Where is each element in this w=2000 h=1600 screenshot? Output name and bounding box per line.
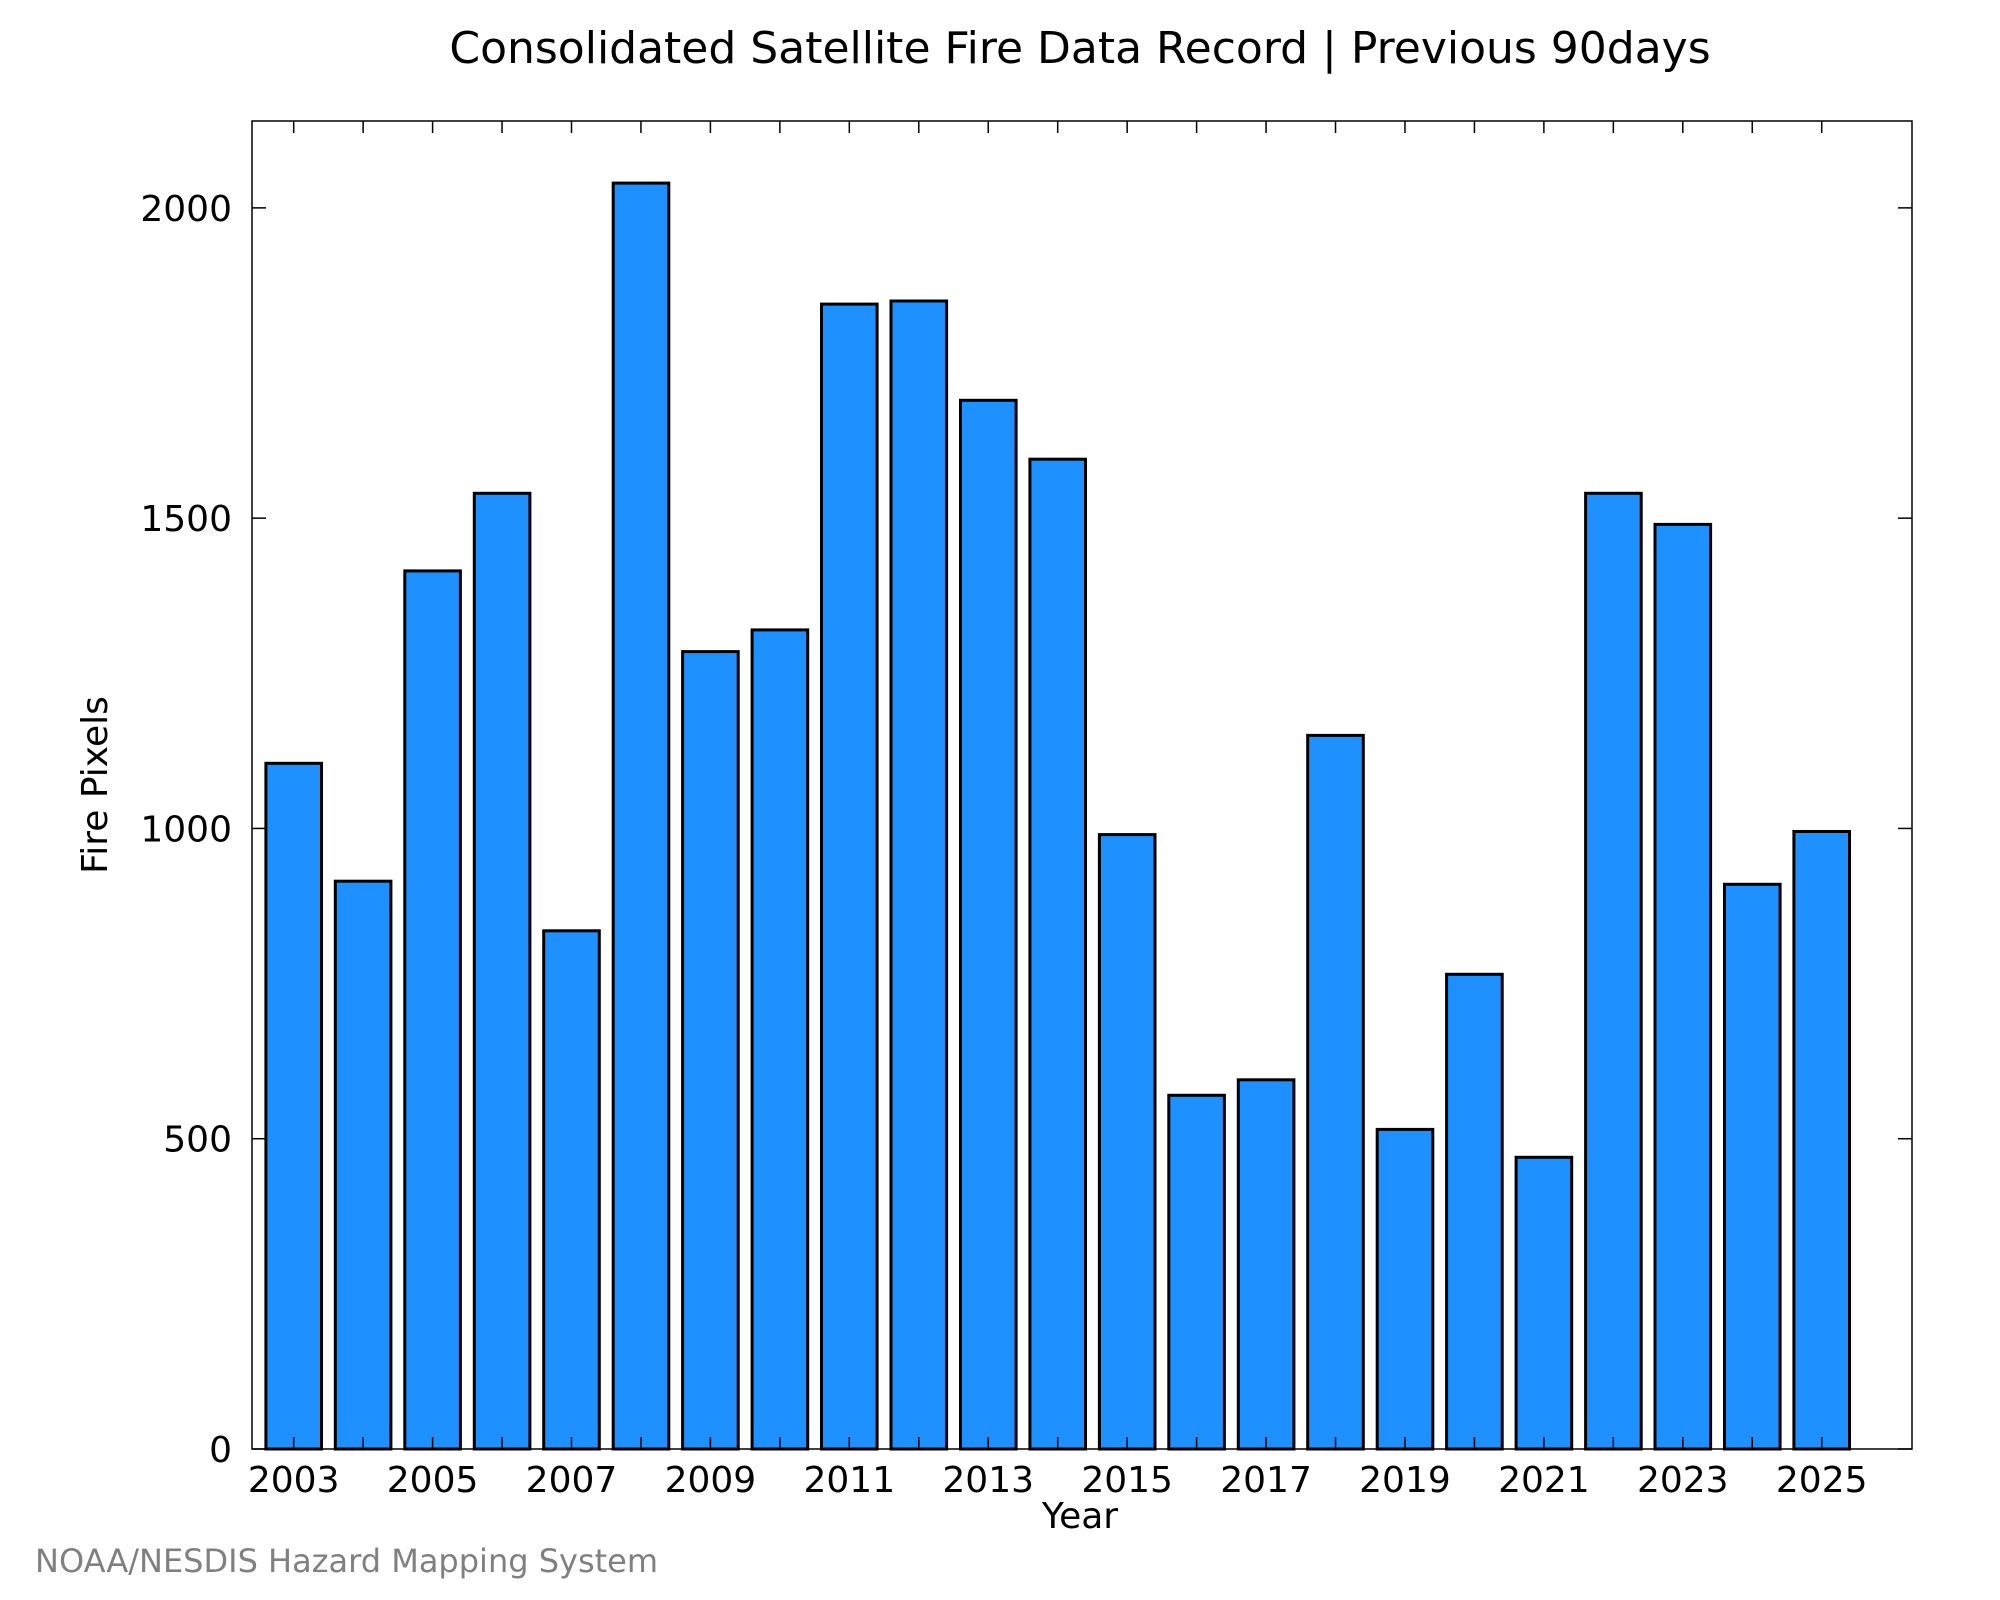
- bar-2011: [820, 302, 879, 1451]
- bar-2013: [959, 398, 1018, 1451]
- y-tick-label-2000: 2000: [140, 189, 232, 230]
- y-tick-label-1000: 1000: [140, 809, 232, 850]
- bar-2022: [1584, 491, 1643, 1451]
- bar-2025: [1792, 830, 1852, 1451]
- ticks-group: 2003 2005 2007 2009 2011 2013 2015 2017 2019 2021…: [140, 121, 1912, 1501]
- bar-2014: [1028, 457, 1088, 1451]
- x-tick-label-2025: 2025: [1776, 1460, 1868, 1501]
- x-tick-label-2015: 2015: [1081, 1460, 1173, 1501]
- bar-2016: [1167, 1093, 1226, 1451]
- bar-2021: [1514, 1155, 1574, 1451]
- bar-2006: [472, 491, 532, 1451]
- x-tick-label-2005: 2005: [387, 1460, 479, 1501]
- bar-2005: [403, 569, 462, 1451]
- x-tick-label-2019: 2019: [1359, 1460, 1451, 1501]
- chart-title: Consolidated Satellite Fire Data Record …: [449, 23, 1710, 74]
- y-axis-label: Fire Pixels: [75, 696, 116, 874]
- x-tick-label-2009: 2009: [665, 1460, 757, 1501]
- x-axis-label: Year: [1041, 1496, 1118, 1537]
- x-tick-label-2023: 2023: [1637, 1460, 1729, 1501]
- bar-2015: [1097, 833, 1157, 1451]
- bar-2012: [889, 299, 949, 1451]
- bars-group: [264, 181, 1852, 1451]
- bar-2004: [333, 879, 393, 1451]
- bar-2020: [1445, 972, 1504, 1451]
- plot-frame: [251, 120, 1913, 1450]
- x-tick-label-2013: 2013: [942, 1460, 1034, 1501]
- bar-2024: [1723, 882, 1782, 1451]
- bar-2009: [681, 650, 740, 1451]
- y-tick-label-500: 500: [163, 1120, 232, 1161]
- bar-2007: [542, 929, 601, 1451]
- bar-2003: [264, 761, 323, 1451]
- bar-2019: [1375, 1127, 1435, 1451]
- x-tick-label-2011: 2011: [804, 1460, 896, 1501]
- bar-2017: [1236, 1078, 1296, 1451]
- bar-2008: [611, 181, 671, 1451]
- credit-text: NOAA/NESDIS Hazard Mapping System: [35, 1542, 658, 1580]
- bar-2010: [750, 628, 810, 1451]
- x-tick-label-2021: 2021: [1498, 1460, 1590, 1501]
- x-tick-label-2017: 2017: [1220, 1460, 1312, 1501]
- x-tick-label-2003: 2003: [248, 1460, 340, 1501]
- y-tick-label-1500: 1500: [140, 499, 232, 540]
- bar-2023: [1653, 522, 1713, 1451]
- bar-2018: [1306, 733, 1365, 1451]
- x-tick-label-2007: 2007: [526, 1460, 618, 1501]
- y-tick-label-0: 0: [209, 1430, 232, 1471]
